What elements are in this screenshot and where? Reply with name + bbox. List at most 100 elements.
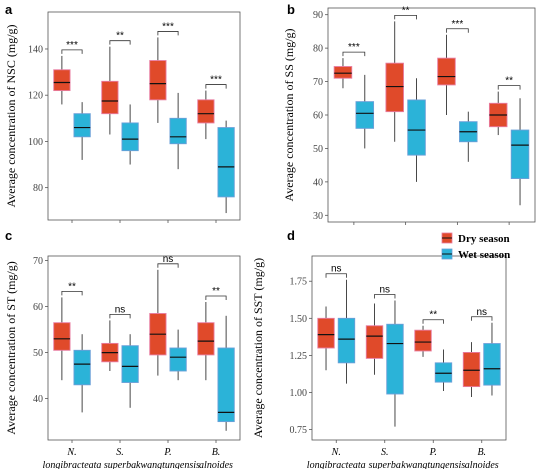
box-wet-2 xyxy=(121,334,139,408)
box-iqr xyxy=(437,57,456,86)
y-tick-label: 140 xyxy=(28,44,43,55)
box-iqr xyxy=(365,325,384,359)
y-tick-label: 50 xyxy=(313,144,323,155)
box-dry-4 xyxy=(197,90,215,140)
box-iqr xyxy=(217,127,235,198)
significance-bracket: *** xyxy=(446,19,469,33)
box-iqr xyxy=(337,317,356,364)
box-iqr xyxy=(386,323,404,395)
y-axis-label: Average concentration of NSC (mg/g) xyxy=(4,24,18,207)
significance-label: ns xyxy=(331,264,342,275)
bracket-line xyxy=(446,28,469,33)
box-dry-1 xyxy=(53,297,71,381)
panel-letter: c xyxy=(5,228,12,243)
y-tick-label: 80 xyxy=(313,44,323,55)
y-tick-label: 60 xyxy=(33,302,43,313)
box-iqr xyxy=(73,113,91,138)
box-iqr xyxy=(510,129,530,179)
bracket-line xyxy=(61,49,83,54)
box-wet-2 xyxy=(407,78,426,182)
box-wet-4 xyxy=(217,315,235,431)
x-category-bottom: longibracteata xyxy=(43,460,102,469)
x-category-bottom: alnoides xyxy=(199,460,233,469)
panel-c: c Average concentration of ST (mg/g) 40 50 6… xyxy=(4,228,241,469)
box-iqr xyxy=(149,60,167,101)
x-category-top: N. xyxy=(66,447,76,458)
significance-bracket: *** xyxy=(342,42,366,57)
box-dry-2 xyxy=(365,303,384,375)
legend-label-wet: Wet season xyxy=(458,249,510,261)
bracket-line xyxy=(497,85,521,90)
significance-label: ** xyxy=(116,31,124,42)
significance-bracket: ns xyxy=(374,285,396,299)
bracket-line xyxy=(471,316,493,321)
box-iqr xyxy=(121,122,139,152)
y-tick-label: 90 xyxy=(313,10,323,21)
significance-bracket: ns xyxy=(157,254,179,268)
box-iqr xyxy=(53,69,71,92)
box-iqr xyxy=(317,317,335,349)
y-tick-label: 1.50 xyxy=(290,314,308,325)
significance-label: *** xyxy=(66,40,78,51)
box-wet-1 xyxy=(337,279,356,384)
significance-bracket: ns xyxy=(109,304,131,319)
significance-label: ns xyxy=(379,285,390,296)
x-category-bottom: longibracteata xyxy=(307,460,366,469)
panel-b: b Average concentration of SS (mg/g) 30 40 5… xyxy=(282,2,536,225)
x-category-top: B. xyxy=(212,447,221,458)
box-dry-1 xyxy=(333,58,353,89)
significance-bracket: *** xyxy=(205,75,227,89)
y-tick-label: 1.25 xyxy=(290,351,308,362)
x-category-bottom: superba xyxy=(104,460,136,469)
box-iqr xyxy=(101,80,119,115)
bracket-line xyxy=(205,295,227,300)
box-iqr xyxy=(169,117,187,145)
y-axis-label: Average concentration of SS (mg/g) xyxy=(282,28,296,201)
y-tick-label: 50 xyxy=(33,348,43,359)
panel-letter: a xyxy=(5,2,13,17)
significance-label: ns xyxy=(163,254,174,265)
panel-letter: d xyxy=(287,228,295,243)
bracket-line xyxy=(109,313,131,319)
box-dry-2 xyxy=(101,46,119,135)
box-dry-4 xyxy=(197,302,215,381)
y-tick-label: 120 xyxy=(28,91,43,102)
significance-label: ** xyxy=(505,76,513,87)
legend: Dry season Wet season xyxy=(441,232,510,261)
y-axis-label: Average concentration of SST (mg/g) xyxy=(251,258,265,438)
significance-label: *** xyxy=(348,42,360,53)
significance-bracket: ** xyxy=(394,5,417,20)
significance-bracket: ** xyxy=(61,281,83,296)
box-wet-2 xyxy=(386,300,404,427)
significance-label: ** xyxy=(429,310,437,321)
box-iqr xyxy=(333,66,353,79)
legend-label-dry: Dry season xyxy=(458,233,510,245)
bracket-line xyxy=(157,263,179,268)
box-wet-1 xyxy=(355,74,375,149)
y-tick-label: 0.75 xyxy=(290,425,308,436)
significance-bracket: ns xyxy=(471,307,493,321)
box-dry-1 xyxy=(53,55,71,105)
significance-label: *** xyxy=(162,21,174,32)
y-tick-label: 1.75 xyxy=(290,277,308,288)
x-category-top: S. xyxy=(116,447,124,458)
box-iqr xyxy=(385,62,404,113)
box-wet-2 xyxy=(121,104,139,165)
bracket-line xyxy=(61,290,83,296)
box-iqr xyxy=(121,345,139,383)
box-iqr xyxy=(414,329,432,352)
significance-bracket: ** xyxy=(205,286,227,300)
x-category-bottom: alnoides xyxy=(465,460,499,469)
x-category-top: B. xyxy=(477,447,486,458)
x-category-bottom: kwangtungensis xyxy=(401,460,465,469)
significance-label: ** xyxy=(212,286,220,297)
bracket-line xyxy=(394,14,417,20)
x-category-top: N. xyxy=(331,447,341,458)
y-axis-label: Average concentration of ST (mg/g) xyxy=(4,261,18,435)
bracket-line xyxy=(325,273,347,278)
box-dry-3 xyxy=(149,37,167,123)
box-wet-3 xyxy=(434,349,453,392)
box-iqr xyxy=(169,347,187,372)
box-dry-2 xyxy=(101,320,119,371)
